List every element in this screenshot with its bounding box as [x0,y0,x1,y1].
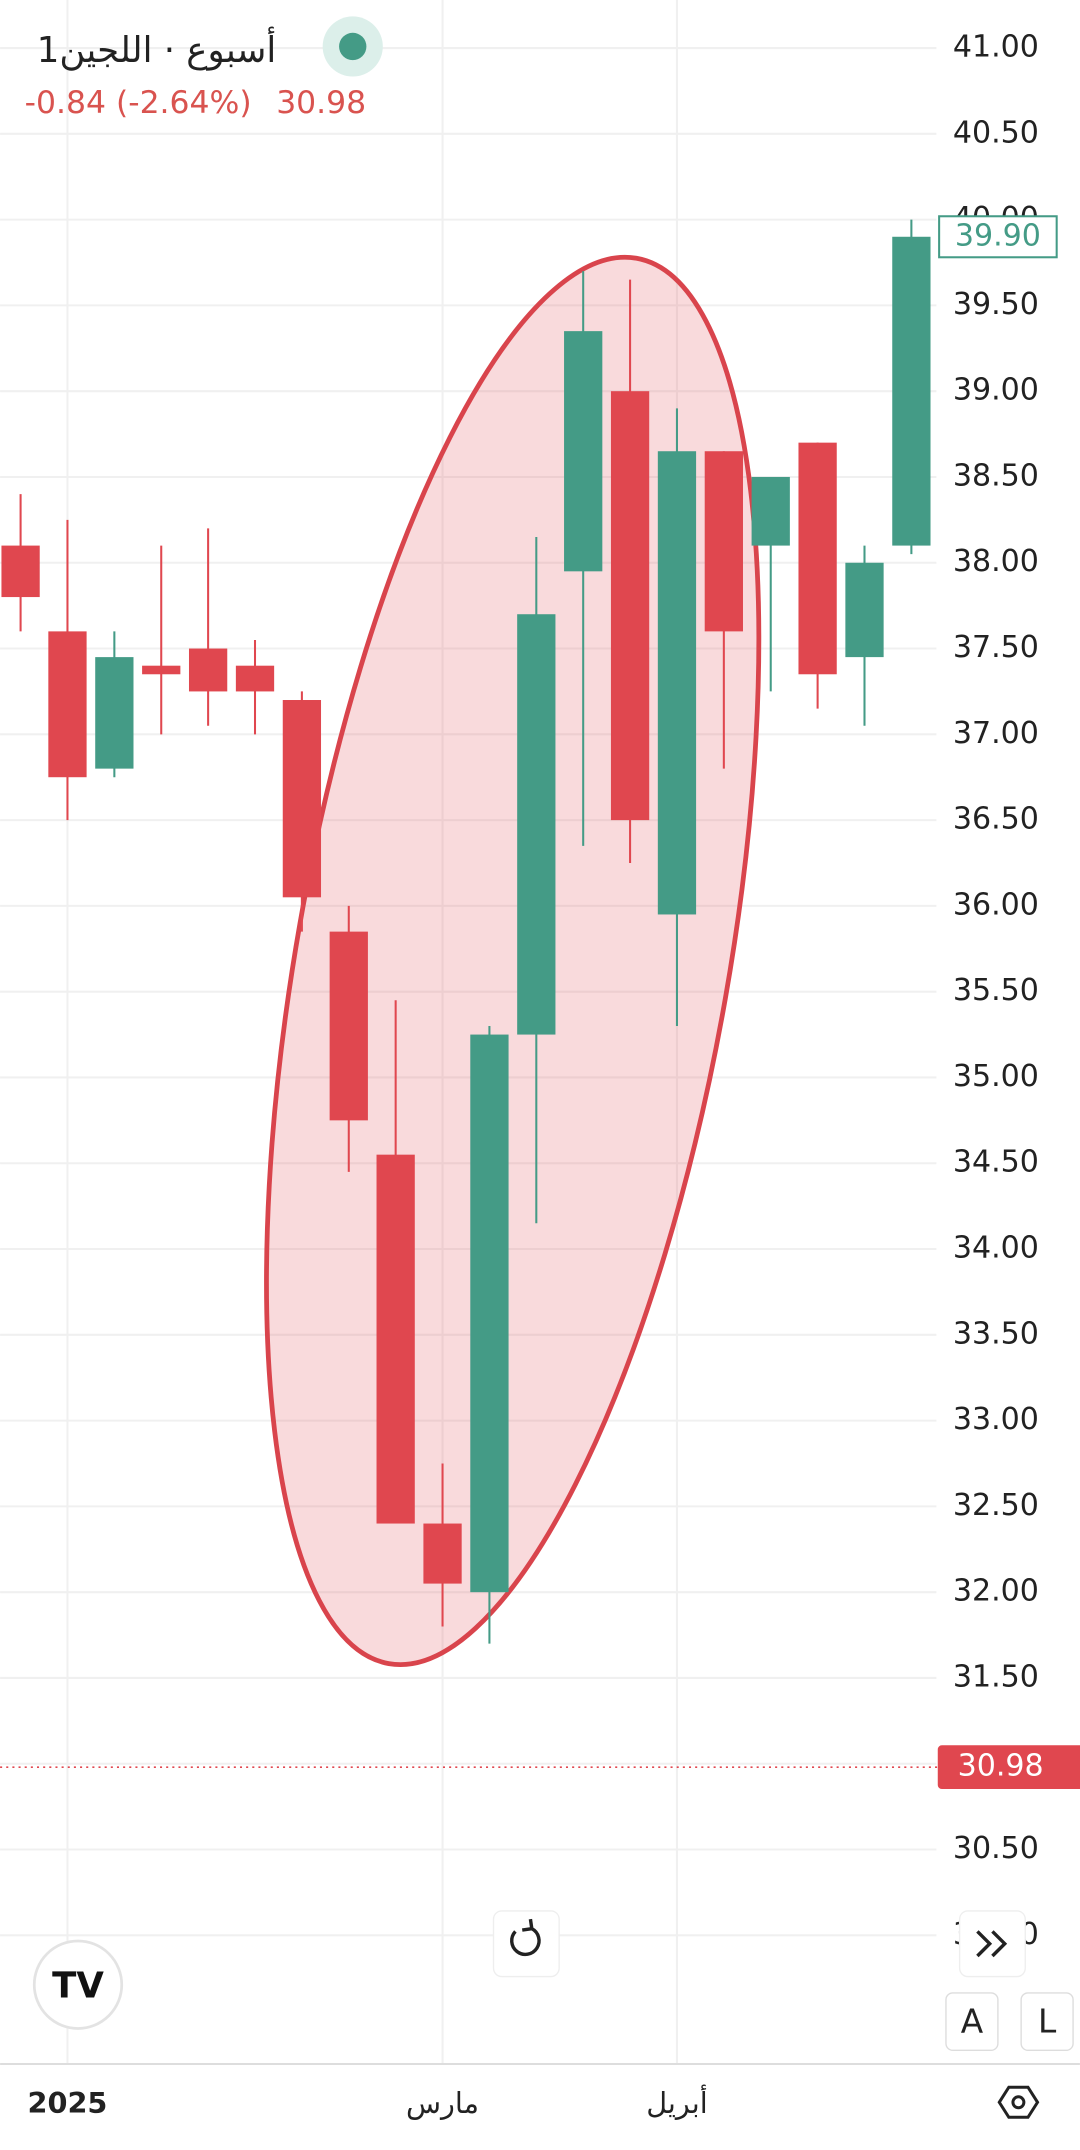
y-tick-label: 30.50 [953,1831,1039,1866]
candle-body [610,391,650,821]
y-tick-label: 39.50 [953,287,1039,322]
y-tick-label: 31.50 [953,1659,1039,1694]
candles [1,219,931,1644]
current-price-box [937,1745,1080,1790]
scroll-button[interactable] [958,1910,1026,1978]
reset-button[interactable] [492,1910,560,1978]
candle-body [48,631,87,778]
candle-body [376,1154,415,1524]
candle-body [751,476,790,546]
y-tick-label: 38.50 [953,458,1039,493]
candle-body [142,665,181,675]
y-tick-label: 34.00 [953,1231,1039,1266]
y-tick-label: 35.00 [953,1059,1039,1094]
y-tick-label: 41.00 [953,30,1039,65]
chart-title: 1أسبوع · اللجين [37,26,276,71]
x-tick-label: 2025 [28,2086,108,2120]
candle-body [188,648,228,692]
scale-button[interactable] [945,1992,999,2052]
current-price-label: 30.98 [958,1749,1044,1784]
candle-body [95,657,134,769]
scale-button-label: A [961,2002,984,2040]
overlay: 39.90 30.98 A L [937,215,1080,2052]
y-tick-label: 36.00 [953,887,1039,922]
candle-body [235,665,275,692]
y-axis: 30.0030.5031.0031.5032.0032.5033.0033.50… [953,30,1039,1952]
y-tick-label: 40.50 [953,115,1039,150]
y-tick-label: 38.00 [953,544,1039,579]
y-tick-label: 39.00 [953,373,1039,408]
settings-icon-center [1011,2095,1026,2110]
settings-icon[interactable] [997,2085,1040,2119]
candle-body [892,236,931,546]
y-tick-label: 32.00 [953,1574,1039,1609]
candle-body [845,562,884,658]
y-tick-label: 33.50 [953,1316,1039,1351]
y-tick-label: 32.50 [953,1488,1039,1523]
y-tick-label: 34.50 [953,1145,1039,1180]
candle-body [282,700,322,898]
y-tick-label: 35.50 [953,973,1039,1008]
logo[interactable] [32,1939,124,2030]
scale-button[interactable] [1020,1992,1074,2052]
y-tick-label: 33.00 [953,1402,1039,1437]
candle-body [704,451,743,632]
x-tick-label: مارس [406,2086,479,2120]
last-price-label: 39.90 [955,218,1041,253]
scale-button-label: L [1038,2002,1057,2040]
candle-body [798,442,837,675]
change-text: -0.84 (-2.64%) [25,85,252,121]
candle-body [657,451,697,915]
y-tick-label: 37.50 [953,630,1039,665]
scroll-icon [976,1930,1008,1958]
logo-mark: TV [52,1965,104,2006]
candle-body [470,1034,509,1593]
x-tick-label: أبريل [646,2083,708,2120]
status-dot [339,32,367,61]
price-text: 30.98 [276,85,366,121]
y-tick-label: 37.00 [953,716,1039,751]
last-price-box [938,215,1058,259]
grid [0,0,1080,2064]
y-tick-label: 36.50 [953,802,1039,837]
candle-body [564,331,603,572]
candle-body [1,545,40,598]
highlight-ellipse [264,254,762,1667]
candle-body [329,931,368,1121]
candle-body [517,614,556,1035]
candle-body [423,1523,462,1584]
reset-icon [510,1918,541,1957]
